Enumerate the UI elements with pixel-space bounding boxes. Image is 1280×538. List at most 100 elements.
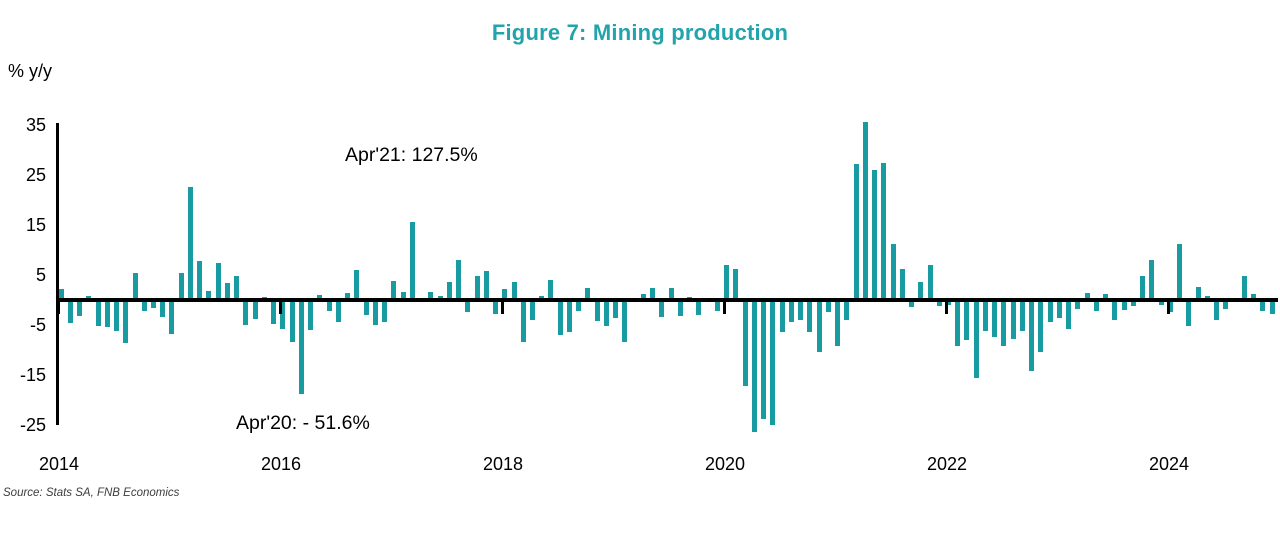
bar-2020-02 — [733, 269, 739, 302]
bar-2014-09 — [132, 273, 138, 302]
bar-2016-12 — [382, 300, 388, 322]
x-axis-tick-label: 2016 — [260, 454, 302, 474]
bar-2019-01 — [613, 300, 619, 318]
bar-2020-03 — [742, 300, 748, 386]
bar-2017-12 — [493, 300, 498, 314]
bar-2018-02 — [511, 281, 517, 302]
bar-2023-04 — [1084, 292, 1090, 302]
bar-2023-09 — [1130, 300, 1136, 306]
bar-2019-06 — [659, 300, 665, 317]
bar-2020-08 — [788, 300, 794, 322]
annotation-apr21-peak: Apr'21: 127.5% — [345, 144, 478, 166]
bar-2022-04 — [973, 300, 979, 378]
bar-2014-10 — [141, 300, 147, 311]
x-axis-tick-mark — [57, 301, 60, 314]
bar-2020-11 — [816, 300, 822, 352]
x-axis-tick-mark — [279, 301, 282, 314]
bar-2017-03 — [409, 221, 415, 302]
y-axis-line — [56, 123, 59, 425]
bar-2023-03 — [1075, 300, 1081, 309]
bar-2017-10 — [474, 276, 480, 302]
bar-2024-11 — [1260, 300, 1266, 311]
bar-2023-08 — [1121, 300, 1127, 310]
bar-2019-07 — [668, 288, 674, 302]
bar-2022-05 — [982, 300, 988, 331]
bar-2022-09 — [1019, 300, 1025, 331]
bar-2018-11 — [594, 300, 600, 321]
bar-2021-03 — [853, 164, 859, 302]
bar-2023-07 — [1112, 300, 1118, 320]
bar-2022-06 — [992, 300, 998, 337]
chart-title: Figure 7: Mining production — [491, 20, 789, 45]
bar-2017-07 — [446, 281, 452, 302]
bar-2016-07 — [335, 300, 341, 322]
bar-2022-08 — [1010, 300, 1016, 339]
bar-2024-02 — [1177, 244, 1183, 302]
bar-2014-08 — [123, 300, 129, 343]
bar-2014-07 — [114, 300, 119, 331]
bar-2015-02 — [178, 273, 184, 302]
bar-2014-01 — [58, 288, 64, 302]
bar-2017-09 — [465, 300, 471, 312]
bar-2017-02 — [400, 291, 406, 302]
bar-2021-12 — [936, 300, 942, 306]
bar-2016-04 — [308, 300, 314, 330]
bar-2020-05 — [761, 300, 767, 419]
y-axis-tick-label: 15 — [25, 215, 46, 235]
bar-2022-12 — [1047, 300, 1053, 322]
bar-2019-02 — [622, 300, 628, 342]
bar-2022-10 — [1029, 300, 1035, 371]
x-axis-tick-label: 2024 — [1148, 454, 1190, 474]
bar-2023-01 — [1056, 300, 1062, 318]
bar-2022-03 — [964, 300, 970, 340]
bar-2023-10 — [1140, 276, 1146, 302]
bar-2021-08 — [899, 268, 905, 302]
bar-2016-09 — [354, 269, 360, 302]
bar-2015-10 — [252, 300, 258, 319]
bar-2024-09 — [1241, 275, 1247, 302]
bar-2014-12 — [160, 300, 166, 317]
x-axis-tick-label: 2014 — [38, 454, 80, 474]
bar-2015-12 — [271, 300, 277, 324]
bar-2024-10 — [1251, 293, 1256, 302]
bar-2018-04 — [530, 300, 535, 320]
bar-2015-03 — [187, 186, 193, 302]
bar-2021-05 — [872, 170, 877, 302]
bar-2024-07 — [1223, 300, 1229, 309]
bar-2019-08 — [677, 300, 683, 316]
bar-2023-06 — [1103, 293, 1109, 302]
y-axis-tick-label: -15 — [19, 365, 46, 385]
bar-2024-06 — [1214, 300, 1219, 320]
bar-2018-03 — [520, 300, 526, 342]
bar-2018-10 — [585, 287, 591, 302]
bar-2018-01 — [502, 289, 508, 302]
bar-2016-01 — [280, 300, 286, 329]
bar-2020-09 — [798, 300, 803, 320]
bar-2016-08 — [345, 292, 351, 302]
bar-2014-11 — [150, 300, 156, 308]
x-axis-tick-mark — [1167, 301, 1170, 314]
bar-2023-12 — [1158, 300, 1164, 305]
x-axis-tick-label: 2020 — [704, 454, 746, 474]
bar-2021-01 — [835, 300, 840, 346]
bar-2016-06 — [326, 300, 332, 311]
bar-2021-07 — [890, 243, 896, 302]
bar-2018-09 — [576, 300, 582, 311]
bar-2014-03 — [77, 300, 82, 316]
bar-2022-11 — [1038, 300, 1044, 352]
bar-2024-01 — [1167, 300, 1173, 312]
bar-2017-01 — [391, 280, 397, 302]
bar-2016-03 — [298, 300, 304, 394]
bar-2019-12 — [714, 300, 720, 311]
bar-2020-06 — [770, 300, 776, 425]
x-axis-tick-label: 2018 — [482, 454, 524, 474]
bar-2024-12 — [1269, 300, 1275, 314]
x-axis-tick-mark — [501, 301, 504, 314]
bar-2020-12 — [825, 300, 831, 312]
bar-2024-04 — [1195, 287, 1201, 302]
bar-2019-10 — [696, 300, 702, 315]
bar-2022-01 — [946, 300, 951, 305]
bar-2021-11 — [927, 264, 933, 302]
bar-2019-05 — [650, 287, 656, 302]
